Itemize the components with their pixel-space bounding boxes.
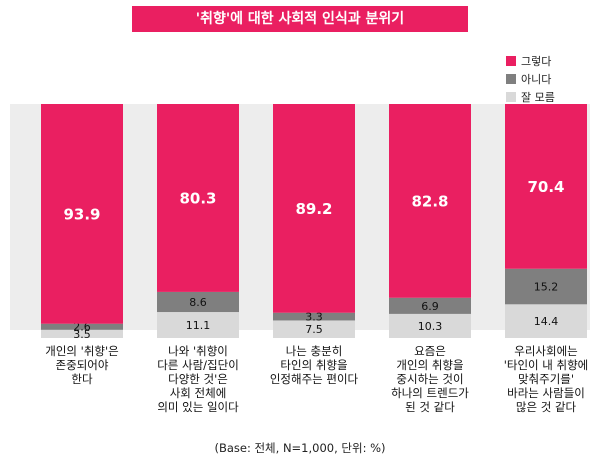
data-label-no-4: 6.9	[421, 300, 439, 313]
category-label-1: 개인의 '취향'은 존중되어야 한다	[45, 344, 119, 386]
legend-item-1: 그렇다	[506, 52, 555, 70]
data-label-no-3: 3.3	[305, 311, 323, 324]
data-label-no-5: 15.2	[534, 280, 559, 293]
data-label-yes-2: 80.3	[179, 189, 216, 207]
data-label-dontknow-4: 10.3	[418, 320, 443, 333]
data-label-yes-3: 89.2	[295, 200, 332, 218]
legend-label-3: 잘 모름	[521, 91, 555, 104]
bar-segment-no-5	[505, 268, 587, 305]
legend-swatch-1	[506, 56, 516, 66]
data-label-dontknow-1: 3.5	[73, 328, 91, 341]
legend-label-1: 그렇다	[521, 55, 552, 68]
footnote: (Base: 전체, N=1,000, 단위: %)	[214, 441, 386, 455]
data-label-no-2: 8.6	[189, 296, 207, 309]
legend-item-3: 잘 모름	[506, 88, 555, 106]
bar-segment-dontknow-3	[273, 320, 355, 338]
category-label-2: 나와 '취향이 다른 사람/집단이 다양한 것'은 사회 전체에 의미 있는 일…	[157, 344, 239, 414]
bar-segment-no-1	[41, 323, 123, 330]
legend-swatch-2	[506, 74, 516, 84]
legend-item-2: 아니다	[506, 70, 555, 88]
data-label-dontknow-2: 11.1	[186, 319, 211, 332]
bar-segment-yes-5	[505, 104, 587, 269]
category-label-3: 나는 충분히 타인의 취향을 인정해주는 편이다	[269, 344, 359, 386]
bar-segment-dontknow-5	[505, 304, 587, 338]
bar-segment-yes-2	[157, 104, 239, 292]
bar-segment-no-4	[389, 297, 471, 314]
bar-segment-dontknow-4	[389, 313, 471, 338]
legend-label-2: 아니다	[521, 73, 552, 86]
category-label-4: 요즘은 개인의 취향을 중시하는 것이 하나의 트렌드가 된 것 같다	[391, 344, 469, 414]
data-label-no-1: 2.6	[73, 321, 91, 334]
bar-segment-yes-3	[273, 104, 355, 313]
data-label-yes-4: 82.8	[411, 192, 448, 210]
bar-segment-dontknow-1	[41, 329, 123, 338]
category-label-5: 우리사회에는 '타인이 내 취향에 맞춰주기를' 바라는 사람들이 많은 것 같…	[503, 344, 589, 414]
data-label-yes-1: 93.9	[63, 205, 100, 223]
chart-title: '취향'에 대한 사회적 인식과 분위기	[132, 6, 468, 32]
bar-segment-yes-1	[41, 104, 123, 324]
data-label-dontknow-5: 14.4	[534, 315, 559, 328]
bar-segment-no-3	[273, 312, 355, 321]
legend-swatch-3	[506, 92, 516, 102]
bar-segment-dontknow-2	[157, 312, 239, 338]
data-label-dontknow-3: 7.5	[305, 323, 323, 336]
data-label-yes-5: 70.4	[527, 178, 564, 196]
bar-segment-no-2	[157, 291, 239, 313]
bar-segment-yes-4	[389, 104, 471, 298]
